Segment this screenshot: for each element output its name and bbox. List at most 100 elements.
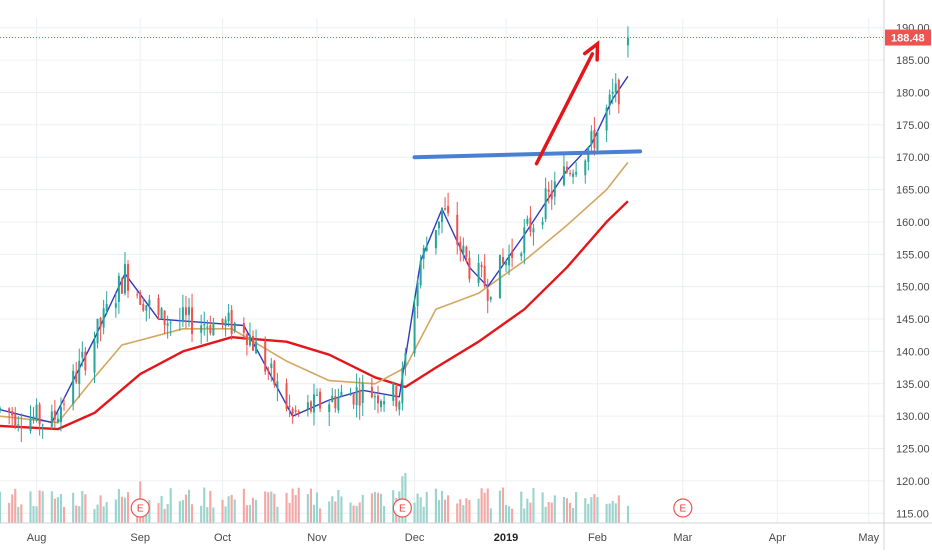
candle-body <box>267 369 270 372</box>
volume-bar <box>328 501 331 523</box>
volume-bar <box>456 503 459 523</box>
candle-body <box>227 312 230 322</box>
volume-bar <box>306 494 309 523</box>
candle-body <box>590 131 593 145</box>
candle-body <box>434 230 437 249</box>
volume-bar <box>8 502 11 523</box>
candle <box>614 73 617 103</box>
candle <box>361 374 364 416</box>
candle-body <box>264 341 267 372</box>
volume-bar <box>608 503 611 523</box>
candle <box>56 412 59 424</box>
candle <box>224 316 227 337</box>
candle <box>75 361 78 385</box>
candle <box>145 304 148 322</box>
candle <box>575 162 578 178</box>
candle <box>38 402 41 436</box>
candle-body <box>242 322 245 333</box>
candle-body <box>35 404 38 420</box>
x-axis[interactable]: Aug Sep Oct Nov Dec 2019 Feb Mar Apr May <box>0 522 932 544</box>
candle <box>102 299 105 335</box>
candle-body <box>398 401 401 410</box>
volume-bar <box>447 495 450 523</box>
candle <box>96 318 99 349</box>
candle-body <box>575 171 578 175</box>
volume-bar <box>105 502 108 523</box>
y-tick-label: 115.00 <box>896 508 929 520</box>
candle <box>11 407 14 427</box>
x-tick-label: Apr <box>769 532 786 544</box>
earnings-marker[interactable]: E <box>392 498 412 518</box>
candle <box>312 383 315 426</box>
volume-bar <box>187 489 191 523</box>
candle-body <box>562 166 565 185</box>
candle-body <box>84 351 87 371</box>
candle <box>8 407 11 425</box>
volume-bar <box>334 501 337 523</box>
candle-body <box>291 408 294 414</box>
candle-body <box>312 394 315 413</box>
volume-bar <box>38 490 41 523</box>
volume-bar <box>526 498 529 523</box>
volume-bar <box>459 499 462 523</box>
candle <box>434 230 437 255</box>
candle-body <box>72 370 75 405</box>
candle-body <box>334 396 337 409</box>
candle-body <box>328 404 331 413</box>
candle-body <box>404 352 407 366</box>
volume-bar <box>148 500 151 523</box>
candle-body <box>441 207 443 223</box>
volume-bar <box>544 506 547 523</box>
x-tick-label: Mar <box>673 532 692 544</box>
candle <box>498 254 501 299</box>
earnings-marker[interactable]: E <box>130 498 150 518</box>
candle-body <box>50 411 53 427</box>
volume-bar <box>59 494 63 523</box>
volume-bar <box>575 492 578 523</box>
earnings-marker[interactable]: E <box>673 498 693 518</box>
y-tick-label: 185.00 <box>896 55 930 67</box>
candle <box>14 407 17 430</box>
candle <box>523 219 526 265</box>
volume-bar <box>270 491 273 523</box>
candle <box>465 245 468 264</box>
candle-body <box>349 394 352 396</box>
volume-bar <box>379 493 383 523</box>
y-axis[interactable]: 115.00 120.00 125.00 130.00 135.00 140.00 145.… <box>883 0 931 550</box>
volume-bar <box>242 488 245 523</box>
candle <box>163 310 166 334</box>
volume-bar <box>593 494 596 523</box>
volume-bar <box>361 494 364 523</box>
candle <box>291 406 294 424</box>
candle-body <box>59 407 62 423</box>
candle-body <box>99 318 102 328</box>
candle <box>297 409 300 418</box>
candle <box>395 383 398 412</box>
candle-body <box>206 326 209 328</box>
candle-body <box>38 404 41 425</box>
candle-body <box>605 107 608 131</box>
candle <box>123 252 126 296</box>
candle <box>306 394 309 417</box>
candle-body <box>380 400 383 408</box>
volume-bar <box>163 508 166 523</box>
candle-body <box>209 325 212 334</box>
grid <box>0 18 884 523</box>
candles <box>0 26 629 442</box>
candle-body <box>11 411 14 416</box>
candle <box>398 400 401 416</box>
candle-body <box>626 37 629 46</box>
candle-body <box>200 325 203 333</box>
candle <box>136 291 139 299</box>
candle <box>105 291 108 315</box>
volume-bar <box>358 502 361 523</box>
candle-body <box>544 188 547 220</box>
volume-bar <box>437 500 441 523</box>
resistance-trendline <box>412 149 643 160</box>
volume-bar <box>99 495 102 523</box>
volume-bar <box>511 508 514 523</box>
candle-body <box>505 261 508 266</box>
